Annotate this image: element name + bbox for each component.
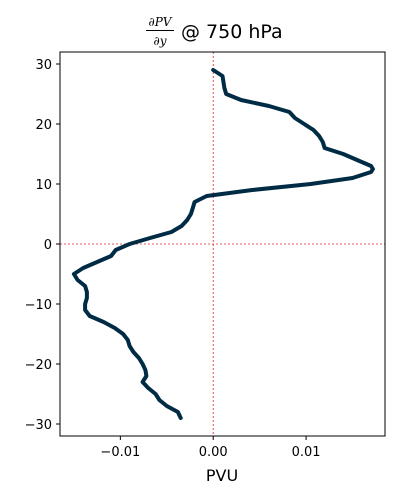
y-tick-label: 20 (35, 118, 52, 133)
title-suffix: @ 750 hPa (181, 21, 283, 43)
title-denominator: ∂y (154, 34, 167, 48)
series-line (71, 68, 375, 420)
x-tick-label: 0.01 (292, 445, 321, 460)
x-tick-label: 0.00 (199, 445, 228, 460)
y-tick-label: 30 (35, 58, 52, 73)
y-tick-label: −20 (25, 358, 52, 373)
x-axis-label: PVU (206, 466, 238, 485)
y-tick-label: −30 (25, 418, 52, 433)
chart-title: ∂PV ∂y @ 750 hPa (146, 15, 283, 48)
title-numerator: ∂PV (149, 15, 173, 29)
y-tick-label: −10 (25, 298, 52, 313)
x-tick-label: −0.01 (100, 445, 140, 460)
y-tick-label: 0 (44, 238, 52, 253)
y-axis-ticks: −30 −20 −10 0 10 20 30 (25, 58, 60, 433)
x-axis-ticks: −0.01 0.00 0.01 (100, 436, 321, 460)
y-tick-label: 10 (35, 178, 52, 193)
